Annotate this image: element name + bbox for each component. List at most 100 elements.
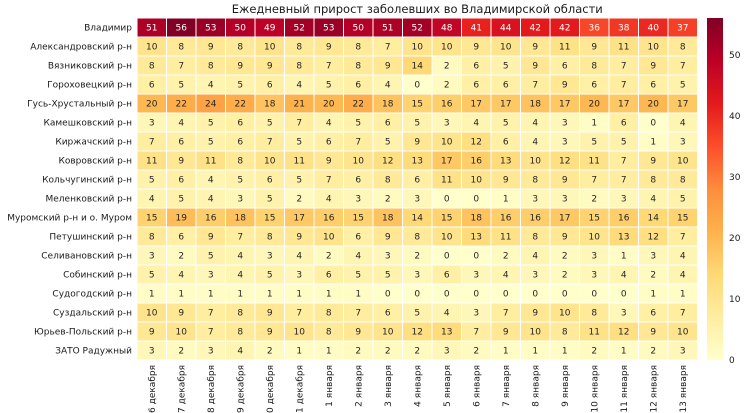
colorbar-tick-label: 10	[729, 295, 741, 305]
cell-value-label: 22	[353, 100, 364, 110]
cell-value-label: 10	[382, 328, 394, 338]
cell-value-label: 1	[562, 347, 568, 357]
cell-value-label: 5	[414, 119, 420, 129]
cell-value-label: 7	[178, 62, 184, 72]
cell-value-label: 36	[589, 24, 601, 34]
cell-value-label: 2	[267, 347, 273, 357]
cell-value-label: 7	[621, 62, 627, 72]
cell-value-label: 8	[237, 328, 243, 338]
cell-value-label: 3	[621, 309, 627, 319]
cell-value-label: 8	[680, 43, 686, 53]
cell-value-label: 0	[414, 81, 420, 91]
column-label: 8 января	[531, 365, 541, 407]
cell-value-label: 9	[149, 328, 155, 338]
cell-value-label: 6	[178, 176, 184, 186]
cell-value-label: 10	[264, 157, 276, 167]
cell-value-label: 6	[267, 81, 273, 91]
cell-value-label: 3	[355, 195, 361, 205]
cell-value-label: 7	[621, 176, 627, 186]
cell-value-label: 9	[650, 328, 656, 338]
cell-value-label: 18	[382, 100, 394, 110]
cell-value-label: 11	[559, 43, 570, 53]
cell-value-label: 7	[473, 328, 479, 338]
cell-value-label: 1	[650, 138, 656, 148]
cell-value-label: 1	[532, 347, 538, 357]
cell-value-label: 2	[562, 252, 568, 262]
cell-value-label: 52	[294, 24, 305, 34]
cell-value-label: 1	[237, 290, 243, 300]
cell-value-label: 4	[355, 252, 361, 262]
cell-value-label: 10	[441, 233, 453, 243]
cell-value-label: 5	[296, 138, 302, 148]
cell-value-label: 6	[473, 62, 479, 72]
row-label: Гусь-Хрустальный р-н	[27, 100, 132, 110]
cell-value-label: 6	[503, 81, 509, 91]
cell-value-label: 37	[677, 24, 688, 34]
cell-value-label: 5	[680, 195, 686, 205]
cell-value-label: 10	[677, 328, 689, 338]
cell-value-label: 17	[677, 100, 688, 110]
cell-value-label: 12	[471, 138, 482, 148]
cell-value-label: 9	[591, 43, 597, 53]
cell-value-label: 6	[267, 176, 273, 186]
cell-value-label: 5	[621, 138, 627, 148]
row-label: Камешковский р-н	[43, 119, 132, 129]
cell-value-label: 3	[385, 252, 391, 262]
cell-value-label: 5	[267, 195, 273, 205]
cell-value-label: 0	[532, 290, 538, 300]
cell-value-label: 4	[444, 309, 450, 319]
column-label: 12 января	[649, 365, 659, 413]
cell-value-label: 6	[473, 81, 479, 91]
cell-value-label: 9	[326, 43, 332, 53]
cell-value-label: 10	[294, 328, 306, 338]
cell-value-label: 2	[591, 195, 597, 205]
cell-value-label: 15	[353, 214, 364, 224]
cell-value-label: 4	[149, 195, 155, 205]
cell-value-label: 1	[621, 252, 627, 262]
cell-value-label: 8	[355, 43, 361, 53]
cell-value-label: 0	[562, 290, 568, 300]
cell-value-label: 15	[412, 100, 423, 110]
cell-value-label: 4	[532, 119, 538, 129]
column-label: 5 января	[443, 365, 453, 407]
cell-value-label: 1	[149, 290, 155, 300]
cell-value-label: 4	[237, 271, 243, 281]
cell-value-label: 4	[503, 271, 509, 281]
column-label: 30 декабря	[266, 365, 276, 413]
cell-value-label: 3	[237, 195, 243, 205]
cell-value-label: 5	[503, 119, 509, 129]
cell-value-label: 13	[500, 157, 511, 167]
cell-value-label: 16	[323, 214, 335, 224]
cell-value-label: 0	[414, 290, 420, 300]
cell-value-label: 18	[471, 214, 483, 224]
cell-value-label: 15	[589, 214, 600, 224]
cell-value-label: 9	[178, 309, 184, 319]
cell-value-label: 1	[178, 290, 184, 300]
cell-value-label: 16	[471, 157, 483, 167]
cell-value-label: 2	[414, 252, 420, 262]
cell-value-label: 13	[471, 233, 482, 243]
cell-value-label: 42	[559, 24, 570, 34]
cell-value-label: 41	[471, 24, 482, 34]
cell-value-label: 3	[149, 119, 155, 129]
cell-value-label: 48	[441, 24, 453, 34]
cell-value-label: 6	[621, 119, 627, 129]
cell-value-label: 9	[267, 328, 273, 338]
cell-value-label: 2	[591, 347, 597, 357]
cell-value-label: 15	[441, 214, 452, 224]
column-label: 13 января	[679, 365, 689, 413]
cell-value-label: 5	[237, 81, 243, 91]
cell-value-label: 6	[355, 233, 361, 243]
cell-value-label: 3	[473, 271, 479, 281]
cell-value-label: 52	[412, 24, 423, 34]
cell-value-label: 3	[680, 347, 686, 357]
cell-value-label: 4	[385, 81, 391, 91]
cell-value-label: 1	[208, 290, 214, 300]
cell-value-label: 18	[264, 100, 276, 110]
cell-value-label: 5	[208, 252, 214, 262]
cell-value-label: 9	[503, 328, 509, 338]
cell-value-label: 1	[296, 347, 302, 357]
cell-value-label: 8	[532, 233, 538, 243]
cell-value-label: 10	[677, 157, 689, 167]
cell-value-label: 9	[532, 62, 538, 72]
